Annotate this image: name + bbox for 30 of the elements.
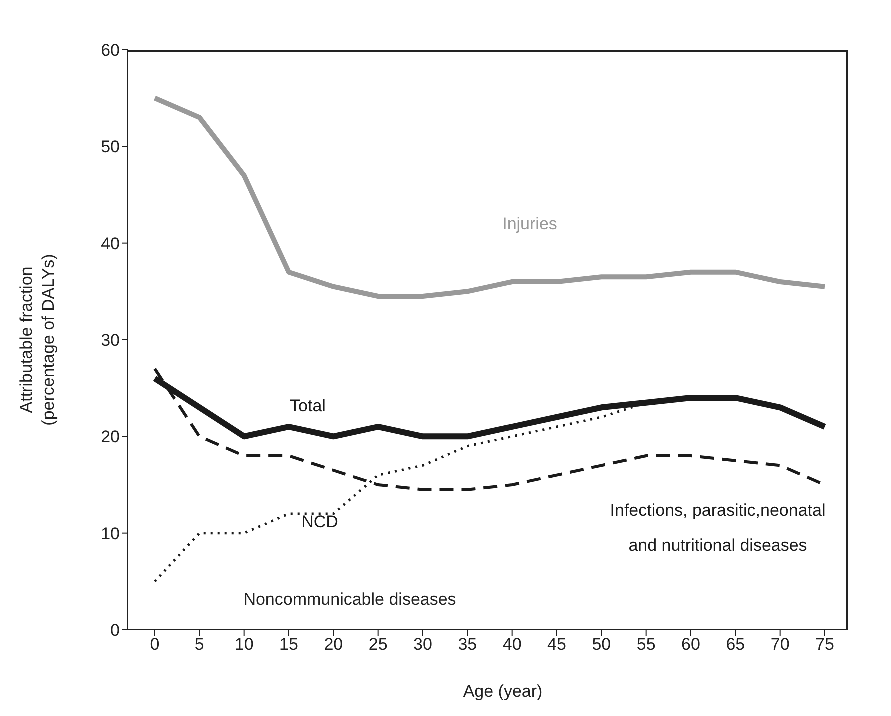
x-tick-label: 65 [726,635,746,654]
x-tick-label: 70 [770,635,790,654]
annotation: Noncommunicable diseases [244,590,456,610]
y-tick-label: 40 [101,234,120,254]
series-label: Infections, parasitic,neonatal and nutritional diseases [609,500,827,557]
y-tick-label: 0 [110,621,120,640]
x-axis-title: Age (year) [462,682,544,702]
x-tick-label: 15 [280,635,298,654]
x-tick-label: 35 [458,635,478,654]
y-axis-title: Attributable fraction (percentage of DALYs) [16,253,59,428]
x-tick-label: 50 [592,635,612,654]
text: Injuries [502,214,558,236]
x-tick-label: 5 [194,635,204,654]
y-tick-label: 30 [101,331,120,350]
x-tick-label: 0 [150,635,160,654]
x-tick-label: 55 [636,635,656,654]
x-tick-label: 45 [548,635,566,654]
y-tick-label: 60 [101,41,120,60]
y-tick-label: 20 [101,428,120,447]
x-tick-label: 20 [324,635,344,654]
x-tick-label: 75 [816,635,834,654]
x-tick-label: 25 [368,635,388,654]
y-tick-label: 10 [101,524,120,544]
y-tick-label: 50 [101,138,120,157]
x-tick-label: 40 [502,635,522,654]
x-tick-label: 30 [414,635,432,654]
x-tick-label: 10 [234,635,254,654]
series-label: Total [290,396,326,418]
series-label: NCD [302,512,338,534]
x-tick-label: 60 [682,635,700,654]
